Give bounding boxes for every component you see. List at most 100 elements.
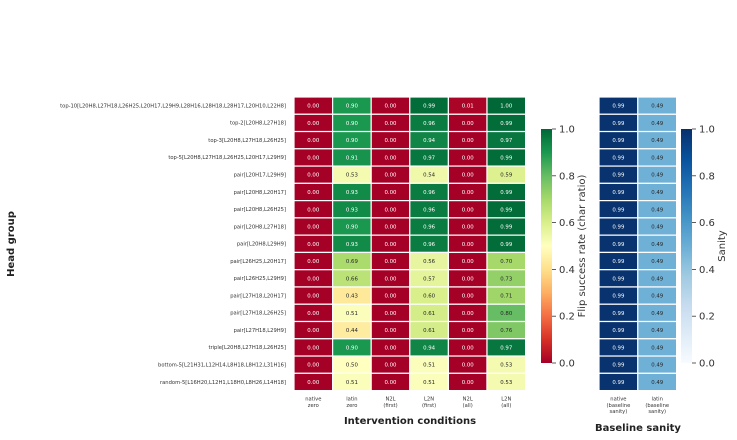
flip-rate-value-label: 0.59: [500, 173, 513, 179]
flip-rate-colorbar-label: Flip success rate (char ratio): [577, 175, 588, 318]
flip-rate-value-label: 0.93: [346, 207, 358, 213]
sanity-value-label: 0.99: [612, 173, 625, 179]
flip-rate-value-label: 0.57: [423, 276, 435, 282]
flip-rate-value-label: 0.90: [346, 345, 359, 351]
row-label: pair[L27H18,L20H17]: [230, 293, 286, 299]
flip-rate-value-label: 0.00: [384, 380, 397, 386]
flip-rate-value-label: 0.00: [307, 121, 320, 127]
column-label: N2L (all): [463, 397, 473, 409]
flip-rate-value-label: 0.00: [307, 155, 320, 161]
flip-rate-value-label: 0.00: [307, 104, 320, 110]
sanity-value-label: 0.99: [612, 363, 625, 369]
flip-rate-value-label: 0.93: [346, 242, 358, 248]
flip-rate-value-label: 0.96: [423, 190, 436, 196]
flip-rate-value-label: 0.00: [384, 225, 397, 231]
flip-rate-value-label: 0.99: [500, 155, 513, 161]
flip-rate-value-label: 0.00: [307, 173, 320, 179]
flip-rate-colorbar-tick-label: 0.8: [559, 171, 575, 182]
sanity-value-label: 0.49: [651, 328, 664, 334]
flip-rate-value-label: 0.00: [307, 138, 320, 144]
flip-rate-value-label: 0.00: [307, 225, 320, 231]
sanity-value-label: 0.99: [612, 155, 625, 161]
flip-rate-value-label: 0.61: [423, 328, 435, 334]
column-label: native zero: [305, 397, 321, 409]
flip-rate-value-label: 0.00: [462, 363, 475, 369]
flip-rate-value-label: 0.00: [307, 311, 320, 317]
flip-rate-value-label: 0.93: [346, 190, 358, 196]
sanity-value-label: 0.99: [612, 311, 625, 317]
flip-rate-value-label: 0.90: [346, 225, 359, 231]
flip-rate-value-label: 0.00: [384, 207, 397, 213]
main-heatmap: top-10[L20H8,L27H18,L26H25,L20H17,L29H9,…: [60, 96, 527, 409]
sanity-value-label: 0.49: [651, 138, 664, 144]
flip-rate-colorbar-tick-label: 0.6: [559, 218, 575, 229]
flip-rate-value-label: 0.00: [462, 259, 475, 265]
flip-rate-value-label: 0.00: [384, 345, 397, 351]
flip-rate-value-label: 0.96: [423, 242, 436, 248]
flip-rate-value-label: 0.00: [462, 121, 475, 127]
flip-rate-colorbar: 0.0 0.2 0.4 0.6 0.8 1.0 Flip success rate (cha…: [541, 125, 588, 370]
flip-rate-value-label: 0.00: [462, 155, 475, 161]
flip-rate-value-label: 0.76: [500, 328, 513, 334]
flip-rate-value-label: 0.51: [346, 311, 358, 317]
flip-rate-colorbar-gradient: [541, 129, 552, 363]
row-label: pair[L27H18,L29H9]: [234, 328, 286, 334]
x-axis-title-baseline: Baseline sanity: [595, 423, 681, 434]
flip-rate-value-label: 0.99: [500, 225, 513, 231]
flip-rate-value-label: 0.00: [384, 173, 397, 179]
sanity-value-label: 0.49: [651, 121, 664, 127]
sanity-heatmap: 0.99 0.49 0.99 0.49 0.99 0.49 0.99 0.49 0.99 0.49…: [598, 96, 678, 415]
row-label: random-5[L16H20,L12H1,L18H0,L8H26,L14H18…: [160, 380, 286, 386]
sanity-value-label: 0.99: [612, 225, 625, 231]
flip-rate-value-label: 0.00: [307, 207, 320, 213]
flip-rate-value-label: 0.00: [462, 345, 475, 351]
flip-rate-value-label: 0.91: [346, 155, 358, 161]
sanity-value-label: 0.49: [651, 104, 664, 110]
flip-rate-value-label: 0.51: [423, 380, 435, 386]
flip-rate-value-label: 0.00: [384, 104, 397, 110]
y-axis-title: Head group: [6, 211, 17, 277]
sanity-value-label: 0.99: [612, 190, 625, 196]
flip-rate-value-label: 0.00: [307, 259, 320, 265]
flip-rate-value-label: 0.99: [500, 207, 513, 213]
column-label: L2N (first): [422, 397, 436, 409]
sanity-value-label: 0.99: [612, 328, 625, 334]
row-label: pair[L20H17,L29H9]: [234, 173, 286, 179]
flip-rate-value-label: 0.00: [384, 155, 397, 161]
flip-rate-value-label: 0.00: [462, 225, 475, 231]
sanity-colorbar-tick-label: 0.0: [699, 359, 715, 370]
sanity-value-label: 0.99: [612, 207, 625, 213]
flip-rate-value-label: 0.97: [500, 345, 512, 351]
sanity-colorbar-gradient: [681, 129, 692, 363]
sanity-colorbar-tick-label: 0.2: [699, 312, 715, 323]
flip-rate-value-label: 0.94: [423, 345, 436, 351]
flip-rate-value-label: 0.54: [423, 173, 436, 179]
sanity-value-label: 0.99: [612, 259, 625, 265]
sanity-colorbar-tick-label: 1.0: [699, 125, 715, 136]
flip-rate-value-label: 0.71: [500, 294, 512, 300]
flip-rate-value-label: 0.96: [423, 207, 436, 213]
flip-rate-value-label: 0.99: [500, 121, 513, 127]
flip-rate-colorbar-tick-label: 0.2: [559, 312, 575, 323]
sanity-value-label: 0.49: [651, 311, 664, 317]
sanity-value-label: 0.99: [612, 345, 625, 351]
flip-rate-value-label: 0.00: [462, 242, 475, 248]
flip-rate-value-label: 0.99: [500, 242, 513, 248]
flip-rate-value-label: 0.00: [462, 294, 475, 300]
sanity-value-label: 0.49: [651, 259, 664, 265]
sanity-colorbar-tick-label: 0.8: [699, 171, 715, 182]
sanity-value-label: 0.49: [651, 380, 664, 386]
flip-rate-value-label: 1.00: [500, 104, 513, 110]
flip-rate-value-label: 0.01: [462, 104, 474, 110]
sanity-colorbar: 0.0 0.2 0.4 0.6 0.8 1.0 Sanity: [681, 125, 728, 370]
sanity-value-label: 0.99: [612, 294, 625, 300]
row-label: top-2[L20H8,L27H18]: [230, 121, 286, 127]
flip-rate-value-label: 0.00: [462, 311, 475, 317]
flip-rate-value-label: 0.00: [462, 138, 475, 144]
flip-rate-colorbar-tick-label: 1.0: [559, 125, 575, 136]
flip-rate-value-label: 0.90: [346, 104, 359, 110]
sanity-value-label: 0.49: [651, 190, 664, 196]
flip-rate-colorbar-tick-label: 0.4: [559, 265, 575, 276]
flip-rate-value-label: 0.00: [384, 311, 397, 317]
row-label: pair[L26H25,L20H17]: [230, 259, 286, 265]
